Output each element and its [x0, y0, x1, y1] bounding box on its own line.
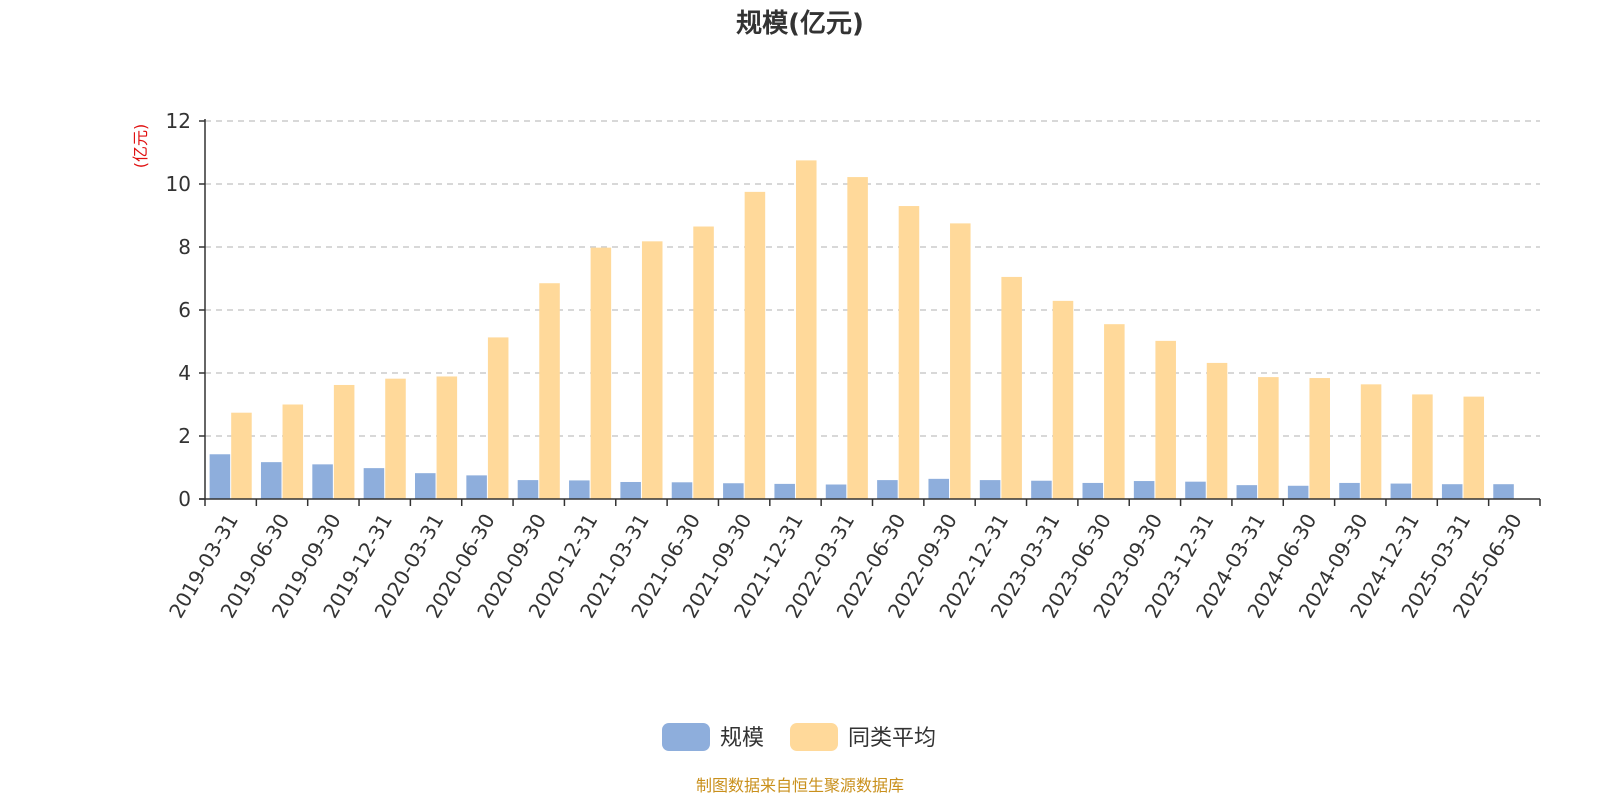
bar-scale[interactable]	[723, 483, 744, 499]
bar-peer-average[interactable]	[1258, 377, 1279, 499]
y-tick-label: 2	[178, 424, 191, 448]
bar-scale[interactable]	[1493, 484, 1514, 499]
y-tick-label: 8	[178, 235, 191, 259]
bar-peer-average[interactable]	[1360, 384, 1382, 499]
y-tick-label: 4	[178, 361, 191, 385]
legend-label[interactable]: 同类平均	[848, 726, 936, 751]
bar-peer-average[interactable]	[282, 404, 304, 500]
bar-scale[interactable]	[825, 484, 847, 499]
chart-title: 规模(亿元)	[736, 9, 864, 39]
bar-scale[interactable]	[1287, 485, 1309, 499]
bar-scale[interactable]	[1133, 481, 1155, 499]
bar-scale[interactable]	[928, 478, 950, 499]
bar-scale[interactable]	[620, 481, 641, 499]
y-tick-label: 12	[166, 109, 191, 133]
bar-scale[interactable]	[1441, 484, 1463, 499]
bar-scale[interactable]	[1082, 482, 1104, 499]
bar-scale[interactable]	[517, 480, 539, 499]
bar-scale[interactable]	[671, 482, 693, 499]
bar-scale[interactable]	[466, 475, 487, 499]
bar-peer-average[interactable]	[641, 241, 663, 499]
bar-peer-average[interactable]	[1052, 300, 1074, 499]
bar-scale[interactable]	[877, 480, 898, 499]
bar-scale[interactable]	[1185, 481, 1206, 499]
bar-peer-average[interactable]	[795, 160, 817, 499]
bar-peer-average[interactable]	[539, 283, 560, 499]
bar-peer-average[interactable]	[847, 177, 868, 499]
bar-scale[interactable]	[312, 464, 333, 499]
legend[interactable]: 规模 同类平均	[662, 723, 936, 751]
bar-scale[interactable]	[363, 468, 385, 499]
bar-peer-average[interactable]	[693, 226, 714, 499]
bar-peer-average[interactable]	[950, 223, 971, 499]
bar-scale[interactable]	[1236, 485, 1258, 499]
bars	[209, 160, 1514, 500]
bar-peer-average[interactable]	[590, 247, 612, 499]
y-tick-label: 10	[166, 172, 191, 196]
bar-peer-average[interactable]	[1155, 340, 1176, 499]
y-axis-label: (亿元)	[131, 124, 150, 169]
bar-peer-average[interactable]	[1309, 378, 1330, 499]
bar-scale[interactable]	[1031, 480, 1052, 499]
bar-peer-average[interactable]	[231, 412, 252, 499]
y-tick-label: 0	[178, 487, 191, 511]
bar-scale[interactable]	[1339, 482, 1360, 499]
bar-peer-average[interactable]	[1001, 276, 1022, 499]
bar-peer-average[interactable]	[333, 384, 355, 499]
bar-peer-average[interactable]	[487, 337, 509, 499]
bar-peer-average[interactable]	[898, 206, 920, 500]
bar-peer-average[interactable]	[1412, 394, 1433, 499]
legend-swatch[interactable]	[790, 723, 838, 751]
bar-scale[interactable]	[1390, 483, 1412, 499]
bar-peer-average[interactable]	[1206, 362, 1228, 499]
bar-scale[interactable]	[569, 480, 590, 499]
bar-scale[interactable]	[209, 454, 231, 499]
bar-scale[interactable]	[415, 473, 436, 499]
y-tick-label: 6	[178, 298, 191, 322]
bar-scale[interactable]	[774, 483, 795, 499]
bar-peer-average[interactable]	[1104, 324, 1125, 499]
bar-peer-average[interactable]	[436, 376, 458, 499]
bar-scale[interactable]	[979, 480, 1001, 499]
legend-swatch[interactable]	[662, 723, 710, 751]
source-note: 制图数据来自恒生聚源数据库	[696, 776, 904, 795]
bar-peer-average[interactable]	[744, 191, 766, 499]
bar-peer-average[interactable]	[1463, 396, 1485, 499]
legend-label[interactable]: 规模	[720, 726, 764, 751]
bar-peer-average[interactable]	[385, 378, 406, 499]
bar-scale[interactable]	[260, 462, 282, 499]
